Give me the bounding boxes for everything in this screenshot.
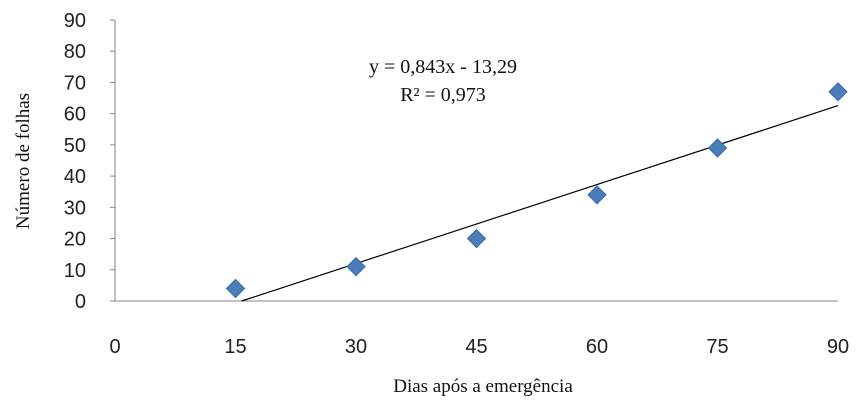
y-tick-label: 0 xyxy=(75,291,86,313)
data-point xyxy=(225,278,246,299)
x-tick-label: 30 xyxy=(345,336,367,358)
y-axis-label: Número de folhas xyxy=(13,93,34,229)
trendline-line xyxy=(241,105,839,302)
x-tick-label: 60 xyxy=(586,336,608,358)
x-axis-label: Dias após a emergência xyxy=(393,376,573,397)
data-point xyxy=(587,185,607,205)
data-points xyxy=(225,82,848,299)
y-axis: 0 10 20 30 40 50 60 70 80 90 xyxy=(64,10,116,313)
data-point xyxy=(828,82,848,102)
trendline xyxy=(241,105,839,302)
trendline-r-squared: R² = 0,973 xyxy=(400,84,486,106)
y-tick-label: 60 xyxy=(64,104,86,126)
data-point xyxy=(466,228,487,249)
trendline-equation: y = 0,843x - 13,29 xyxy=(369,56,517,78)
y-tick-label: 70 xyxy=(64,72,86,94)
y-tick-label: 40 xyxy=(64,166,86,188)
x-tick-label: 75 xyxy=(706,336,728,358)
x-axis: 0 15 30 45 60 75 90 xyxy=(109,300,849,358)
y-tick-label: 10 xyxy=(64,260,86,282)
y-tick-label: 30 xyxy=(64,197,86,219)
x-tick-label: 0 xyxy=(109,336,120,358)
y-tick-label: 20 xyxy=(64,229,86,251)
x-tick-label: 90 xyxy=(827,336,849,358)
x-tick-label: 45 xyxy=(465,336,487,358)
data-point xyxy=(346,256,366,277)
y-tick-label: 50 xyxy=(64,135,86,157)
x-tick-label: 15 xyxy=(224,336,246,358)
y-tick-label: 90 xyxy=(64,10,86,32)
y-tick-label: 80 xyxy=(64,41,86,63)
data-point xyxy=(707,138,728,158)
